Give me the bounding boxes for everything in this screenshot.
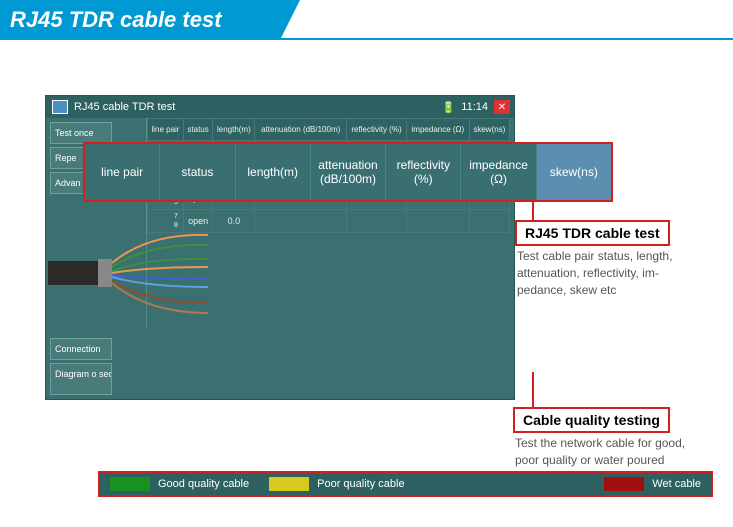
title-underline: [0, 38, 733, 40]
close-icon[interactable]: ✕: [494, 100, 510, 114]
battery-icon: 🔋: [442, 101, 456, 114]
legend-poor: Poor quality cable: [269, 477, 404, 491]
th-status: status: [183, 119, 212, 141]
connector-line: [532, 202, 534, 220]
window-title: RJ45 cable TDR test: [74, 101, 175, 113]
page-title: RJ45 TDR cable test: [0, 0, 300, 40]
page-title-bar: RJ45 TDR cable test: [0, 0, 733, 40]
th-length: length(m): [213, 119, 255, 141]
th-skew: skew(ns): [469, 119, 509, 141]
th-refl: reflectivity (%): [346, 119, 406, 141]
hp-length: length(m): [236, 144, 311, 200]
cable-illustration: [48, 223, 208, 323]
callout-header-desc: Test cable pair status, length, attenuat…: [517, 248, 702, 298]
test-once-button[interactable]: Test once: [50, 122, 112, 144]
clock-text: 11:14: [461, 101, 488, 113]
hp-pair: line pair: [85, 144, 160, 200]
hp-status: status: [160, 144, 235, 200]
hp-atten: attenuation (dB/100m): [311, 144, 386, 200]
swatch-poor: [269, 477, 309, 491]
legend-wet: Wet cable: [604, 477, 701, 491]
th-atten: attenuation (dB/100m): [255, 119, 347, 141]
swatch-wet: [604, 477, 644, 491]
device-window-header: RJ45 cable TDR test 🔋 11:14 ✕: [46, 96, 514, 118]
legend-bar: Good quality cable Poor quality cable We…: [98, 471, 713, 497]
th-imp: impedance (Ω): [407, 119, 470, 141]
hp-skew: skew(ns): [537, 144, 611, 200]
swatch-good: [110, 477, 150, 491]
connection-button[interactable]: Connection: [50, 338, 112, 360]
legend-good-label: Good quality cable: [158, 478, 249, 490]
header-callout-box: line pair status length(m) attenuation (…: [83, 142, 613, 202]
legend-good: Good quality cable: [110, 477, 249, 491]
callout-quality-title: Cable quality testing: [513, 407, 670, 433]
connector-line: [532, 372, 534, 407]
hp-imp: impedance (Ω): [461, 144, 536, 200]
callout-header-title: RJ45 TDR cable test: [515, 220, 670, 246]
callout-quality-desc: Test the network cable for good, poor qu…: [515, 435, 710, 469]
app-icon: [52, 100, 68, 114]
diagram-button[interactable]: Diagram o sequence: [50, 363, 112, 395]
legend-wet-label: Wet cable: [652, 478, 701, 490]
hp-refl: reflectivity (%): [386, 144, 461, 200]
device-screen: RJ45 cable TDR test 🔋 11:14 ✕ Test once …: [45, 95, 515, 400]
legend-poor-label: Poor quality cable: [317, 478, 404, 490]
th-pair: line pair: [148, 119, 184, 141]
